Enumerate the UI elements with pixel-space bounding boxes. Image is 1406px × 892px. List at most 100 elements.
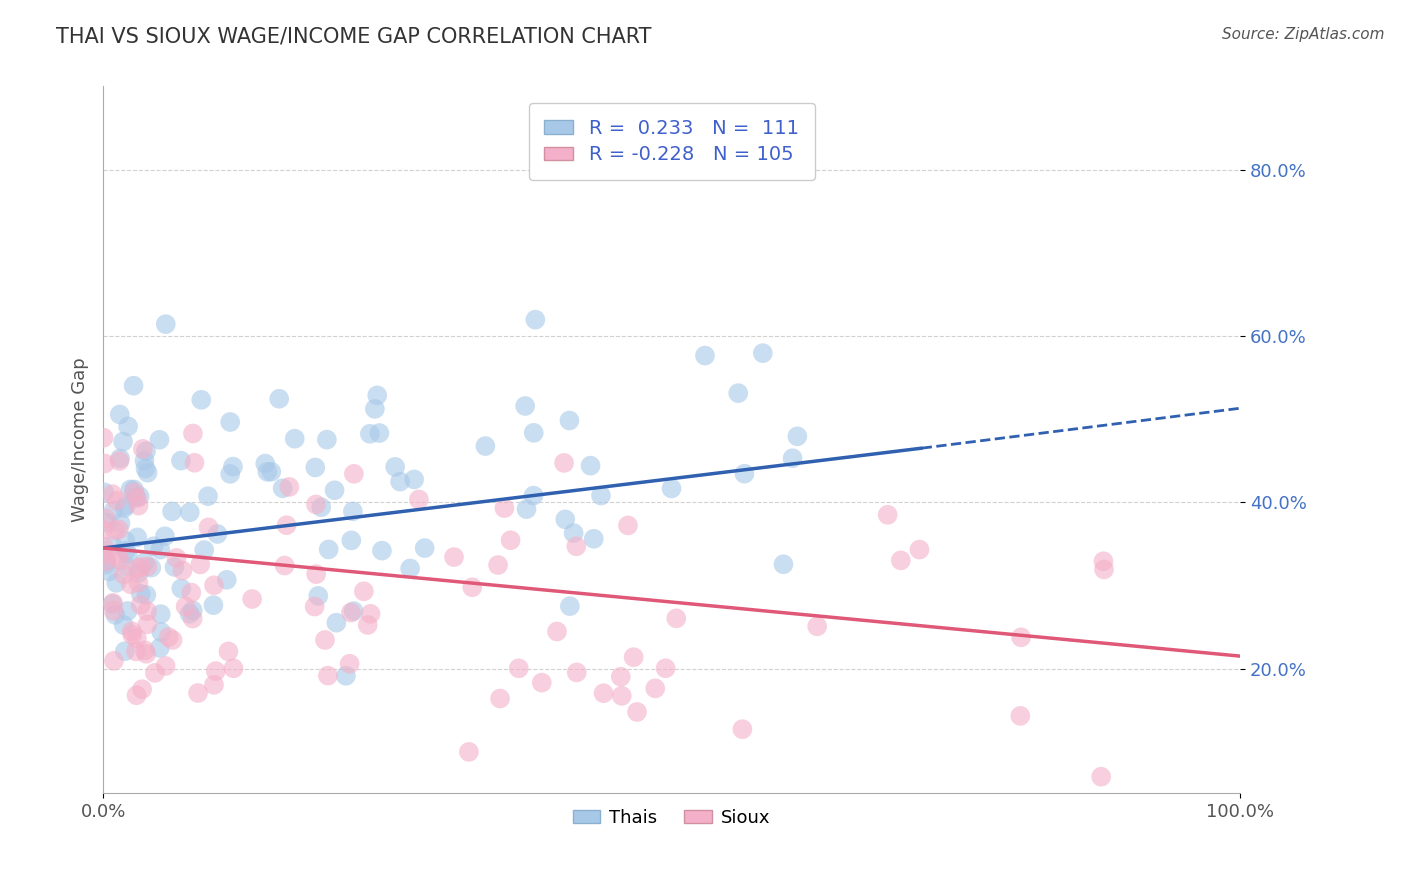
Point xyxy=(304,460,326,475)
Point xyxy=(494,501,516,516)
Point xyxy=(311,500,333,515)
Point xyxy=(129,560,152,574)
Point xyxy=(134,555,156,569)
Point xyxy=(125,490,148,504)
Point xyxy=(240,592,263,607)
Point xyxy=(125,644,148,658)
Point xyxy=(876,508,898,522)
Point xyxy=(142,539,165,553)
Point xyxy=(197,489,219,503)
Point xyxy=(108,454,131,468)
Point xyxy=(117,547,139,561)
Point xyxy=(644,681,666,696)
Point xyxy=(515,502,537,516)
Point xyxy=(103,604,125,618)
Point xyxy=(129,587,152,601)
Point xyxy=(661,482,683,496)
Point xyxy=(558,413,581,427)
Point xyxy=(181,603,204,617)
Point xyxy=(260,465,283,479)
Point xyxy=(222,661,245,675)
Legend: Thais, Sioux: Thais, Sioux xyxy=(565,801,778,834)
Point xyxy=(353,584,375,599)
Point xyxy=(908,542,931,557)
Point xyxy=(136,466,159,480)
Point xyxy=(276,518,298,533)
Point xyxy=(122,483,145,497)
Point xyxy=(202,598,225,612)
Point xyxy=(413,541,436,555)
Point xyxy=(172,564,194,578)
Point xyxy=(269,392,291,406)
Point xyxy=(108,451,131,466)
Point xyxy=(101,596,124,610)
Point xyxy=(304,599,326,614)
Point xyxy=(110,516,132,531)
Point xyxy=(117,419,139,434)
Point xyxy=(103,503,125,517)
Point xyxy=(752,346,775,360)
Point xyxy=(94,554,117,568)
Point xyxy=(782,451,804,466)
Point xyxy=(1092,562,1115,576)
Point xyxy=(284,432,307,446)
Point xyxy=(204,664,226,678)
Point xyxy=(335,669,357,683)
Point xyxy=(135,647,157,661)
Point xyxy=(499,533,522,548)
Point xyxy=(522,489,544,503)
Point xyxy=(315,433,337,447)
Point xyxy=(125,688,148,702)
Point xyxy=(486,558,509,572)
Point xyxy=(1010,709,1032,723)
Point xyxy=(273,558,295,573)
Point xyxy=(181,611,204,625)
Point xyxy=(554,512,576,526)
Point xyxy=(443,550,465,565)
Point xyxy=(553,456,575,470)
Point xyxy=(112,567,135,582)
Point xyxy=(179,607,201,621)
Point xyxy=(134,643,156,657)
Point xyxy=(108,553,131,567)
Point xyxy=(371,543,394,558)
Point xyxy=(166,550,188,565)
Point xyxy=(610,670,633,684)
Point xyxy=(104,607,127,622)
Point xyxy=(219,467,242,481)
Point xyxy=(136,604,159,618)
Point xyxy=(103,654,125,668)
Point xyxy=(108,522,131,536)
Point xyxy=(112,618,135,632)
Point xyxy=(623,650,645,665)
Point xyxy=(217,644,239,658)
Point xyxy=(94,558,117,572)
Point xyxy=(325,615,347,630)
Point xyxy=(582,532,605,546)
Point xyxy=(96,554,118,568)
Point xyxy=(366,388,388,402)
Point xyxy=(134,461,156,475)
Point xyxy=(890,553,912,567)
Point xyxy=(122,485,145,500)
Point xyxy=(135,444,157,458)
Point xyxy=(174,599,197,614)
Point xyxy=(461,580,484,594)
Point xyxy=(188,558,211,572)
Point xyxy=(733,467,755,481)
Point xyxy=(183,456,205,470)
Point xyxy=(105,575,128,590)
Point xyxy=(128,499,150,513)
Point xyxy=(489,691,512,706)
Point xyxy=(340,606,363,620)
Point xyxy=(731,722,754,736)
Point xyxy=(197,520,219,534)
Point xyxy=(180,585,202,599)
Point xyxy=(128,566,150,580)
Point xyxy=(474,439,496,453)
Point xyxy=(786,429,808,443)
Point xyxy=(215,573,238,587)
Point xyxy=(132,442,155,456)
Point xyxy=(546,624,568,639)
Point xyxy=(1090,770,1112,784)
